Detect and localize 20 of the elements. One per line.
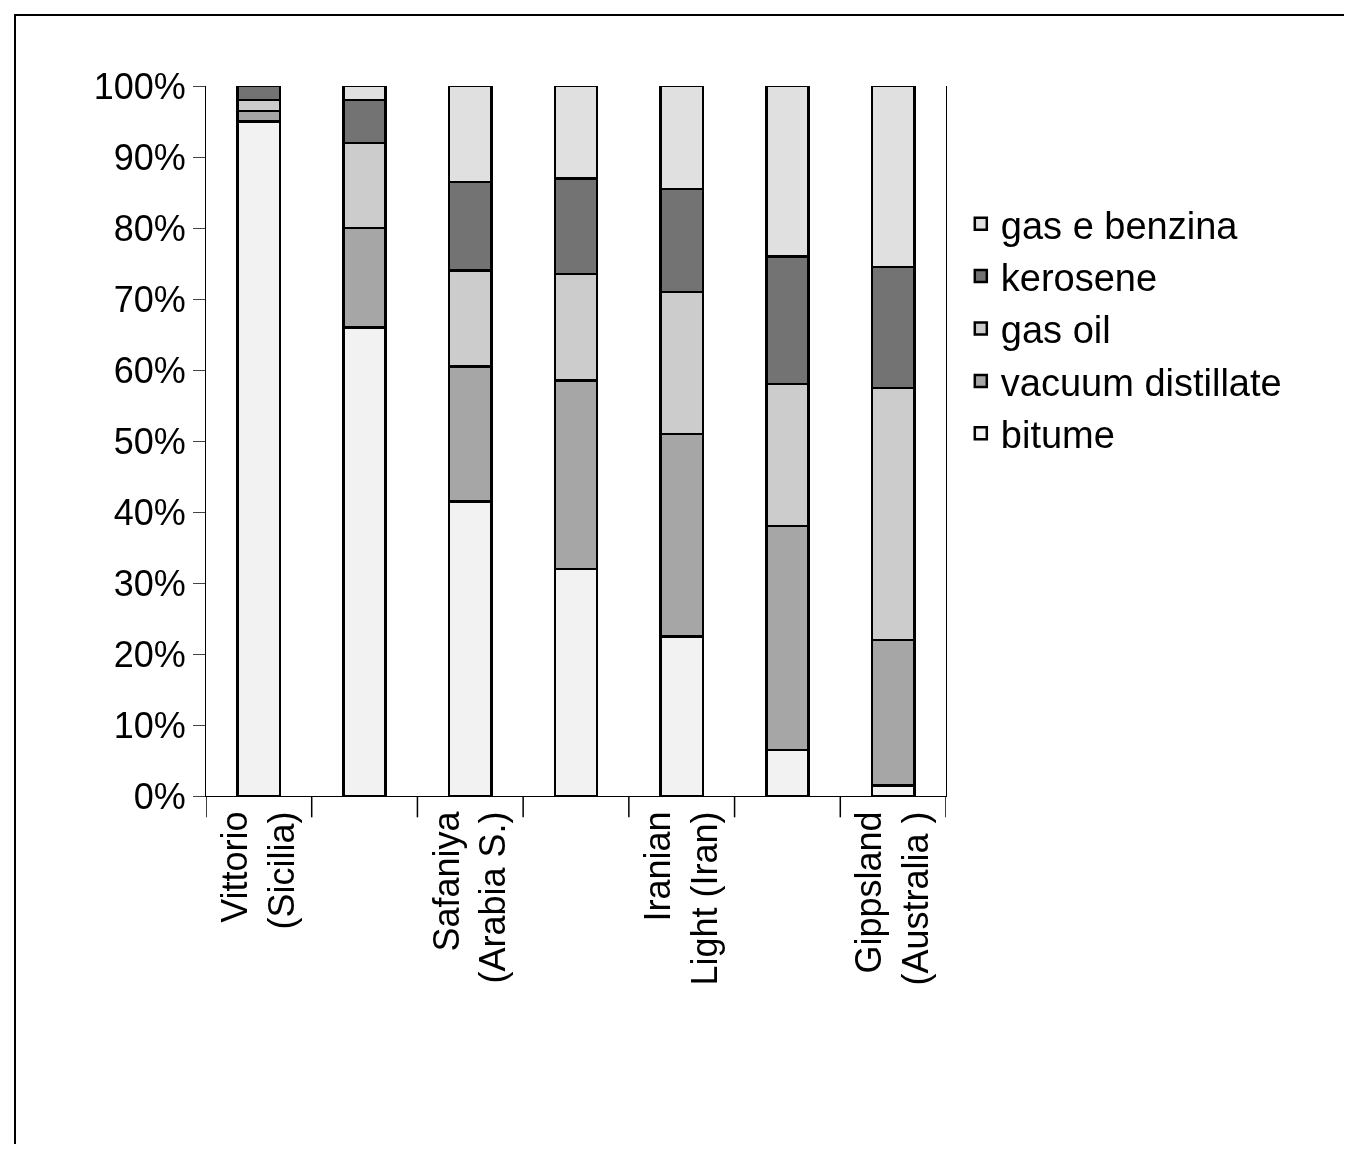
legend-label: kerosene [1000, 256, 1158, 299]
y-tick-label: 50% [113, 420, 186, 462]
y-tick-label: 40% [113, 491, 186, 533]
y-tick-label: 90% [113, 136, 186, 178]
x-tick-label: Iranian Light (Iran) [637, 811, 725, 986]
y-tick-label: 70% [113, 278, 186, 320]
legend-label: vacuum distillate [1000, 361, 1282, 404]
y-tick-label: 80% [113, 207, 186, 249]
legend-label: gas oil [1000, 309, 1111, 352]
x-tick-label: Vittorio (Sicilia) [214, 811, 302, 930]
y-tick-label: 100% [93, 65, 186, 107]
y-tick-label: 30% [113, 562, 186, 604]
x-tick-label: Gippsland (Australia ) [848, 811, 937, 986]
y-tick-label: 20% [113, 633, 186, 675]
y-tick-label: 10% [113, 704, 186, 746]
legend-label: gas e benzina [1000, 204, 1239, 247]
x-tick-label: Safaniya (Arabia S.) [425, 810, 514, 984]
legend-label: bitume [1000, 414, 1115, 457]
y-tick-label: 60% [113, 349, 186, 391]
y-tick-label: 0% [133, 775, 186, 817]
